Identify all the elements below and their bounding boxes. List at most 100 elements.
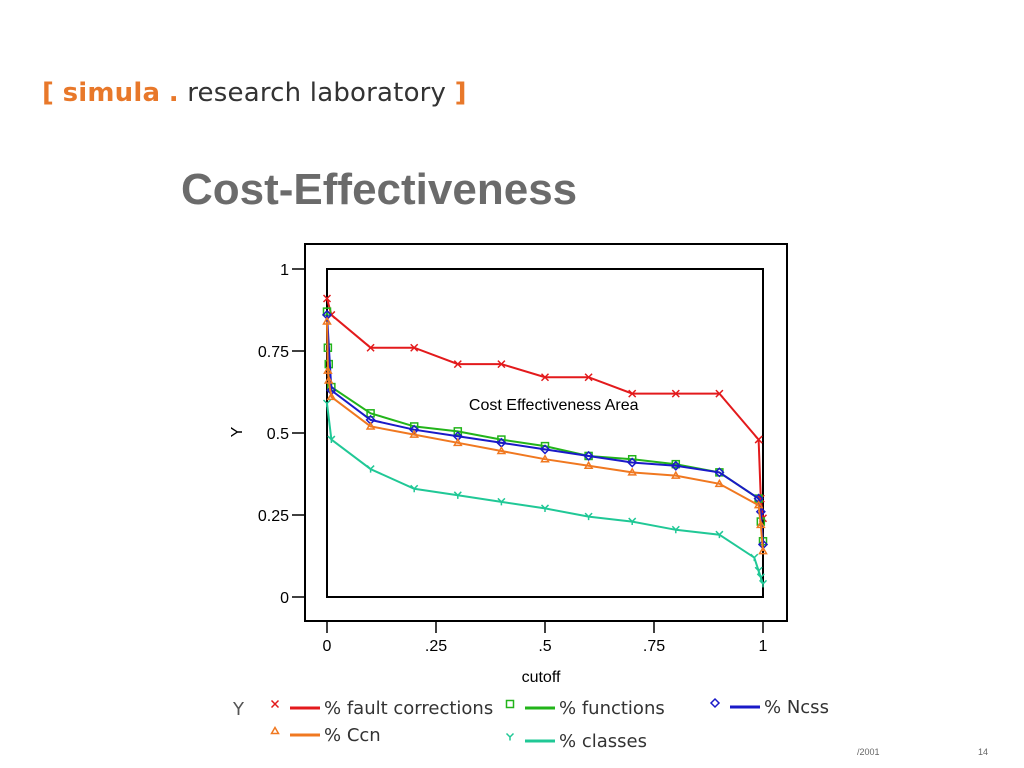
legend-entry: % functions [505,698,665,719]
data-point [756,573,765,581]
data-point [540,454,550,463]
footer-date: /2001 [857,747,880,757]
data-point [409,429,420,438]
data-point [323,375,334,384]
y-tick-label: 0.5 [267,426,289,443]
x-tick-label: 0 [323,638,332,655]
data-point [453,427,463,436]
data-point [453,491,462,499]
data-point [758,579,768,588]
data-point [755,506,766,517]
logo-brand: simula [62,78,161,108]
legend-marker [709,697,721,709]
data-point [715,389,724,398]
series-3 [322,316,768,555]
legend-marker [270,726,280,735]
footer-page-number: 14 [978,747,989,757]
x-axis-label: cutoff [522,669,561,686]
legend-label: % fault corrections [324,698,493,719]
legend-label: % functions [559,698,665,719]
data-point [410,343,419,352]
slide-title: Cost-Effectiveness [181,165,578,214]
data-point [540,373,550,382]
data-point [453,360,462,369]
logo-bracket-close: ] [454,78,467,108]
data-point [750,553,759,562]
data-point [754,435,763,444]
data-point [327,435,336,444]
logo-subtitle: research laboratory [187,78,447,108]
x-tick-label: .75 [643,638,665,655]
data-point [754,566,763,575]
legend: Y % fault corrections % functions % Ncss % … [232,697,829,752]
legend-marker [505,699,515,709]
y-tick-label: 0.25 [258,508,289,525]
data-point [756,519,766,529]
data-point [365,421,376,430]
legend-entry: % Ncss [709,697,829,718]
data-point [323,365,333,374]
legend-label: % Ccn [324,725,381,746]
data-point [539,444,551,455]
x-tick-label: .5 [538,638,551,655]
y-tick-label: 1 [280,262,289,279]
legend-marker [505,732,515,741]
legend-entry: % classes [505,731,647,752]
series-4 [322,399,768,588]
data-point [584,512,593,521]
plot-frame [304,243,788,622]
y-axis: 0 0.25 0.5 0.75 1 [258,262,305,607]
data-point [322,316,332,325]
series-layer [321,294,769,588]
legend-label: % classes [559,731,647,752]
legend-title: Y [232,699,245,720]
series-line [326,314,764,545]
y-tick-label: 0 [280,590,289,607]
data-point [583,460,594,470]
data-point [497,497,506,506]
data-point [628,517,637,526]
x-axis: 0 .25 .5 .75 1 [323,621,768,655]
data-point [671,459,681,469]
data-point [326,391,337,401]
legend-marker [270,699,280,709]
data-point [627,467,638,476]
data-point [627,457,638,468]
data-point [322,399,332,407]
data-point [410,484,419,493]
data-point [671,389,680,398]
series-line [326,321,764,552]
data-point [366,465,375,473]
data-point [758,546,768,555]
y-axis-label: Y [229,426,246,437]
data-region-box [326,268,764,598]
x-tick-label: .25 [425,638,447,655]
x-tick-label: 1 [759,638,768,655]
logo-separator: . [168,78,179,108]
data-point [540,504,550,512]
series-line [326,311,764,542]
legend-label: % Ncss [764,697,829,718]
data-point [452,437,463,447]
data-point [715,530,724,539]
data-point [714,467,725,478]
simula-logo: [ simula . research laboratory ] [42,78,467,108]
data-point [366,343,375,352]
data-point [670,460,681,471]
cost-effectiveness-area-annotation: Cost Effectiveness Area [469,397,639,414]
legend-entry: % Ccn [270,725,381,746]
y-tick-label: 0.75 [258,344,289,361]
data-point [584,373,593,382]
series-line [326,298,764,519]
legend-entry: % fault corrections [270,698,493,719]
data-point [670,470,681,479]
data-point [628,389,637,398]
logo-bracket-open: [ [42,78,55,108]
data-point [671,525,680,534]
data-point [497,360,506,369]
data-point [496,446,507,455]
data-point [322,294,332,303]
data-point [753,500,764,509]
data-point [583,450,594,462]
